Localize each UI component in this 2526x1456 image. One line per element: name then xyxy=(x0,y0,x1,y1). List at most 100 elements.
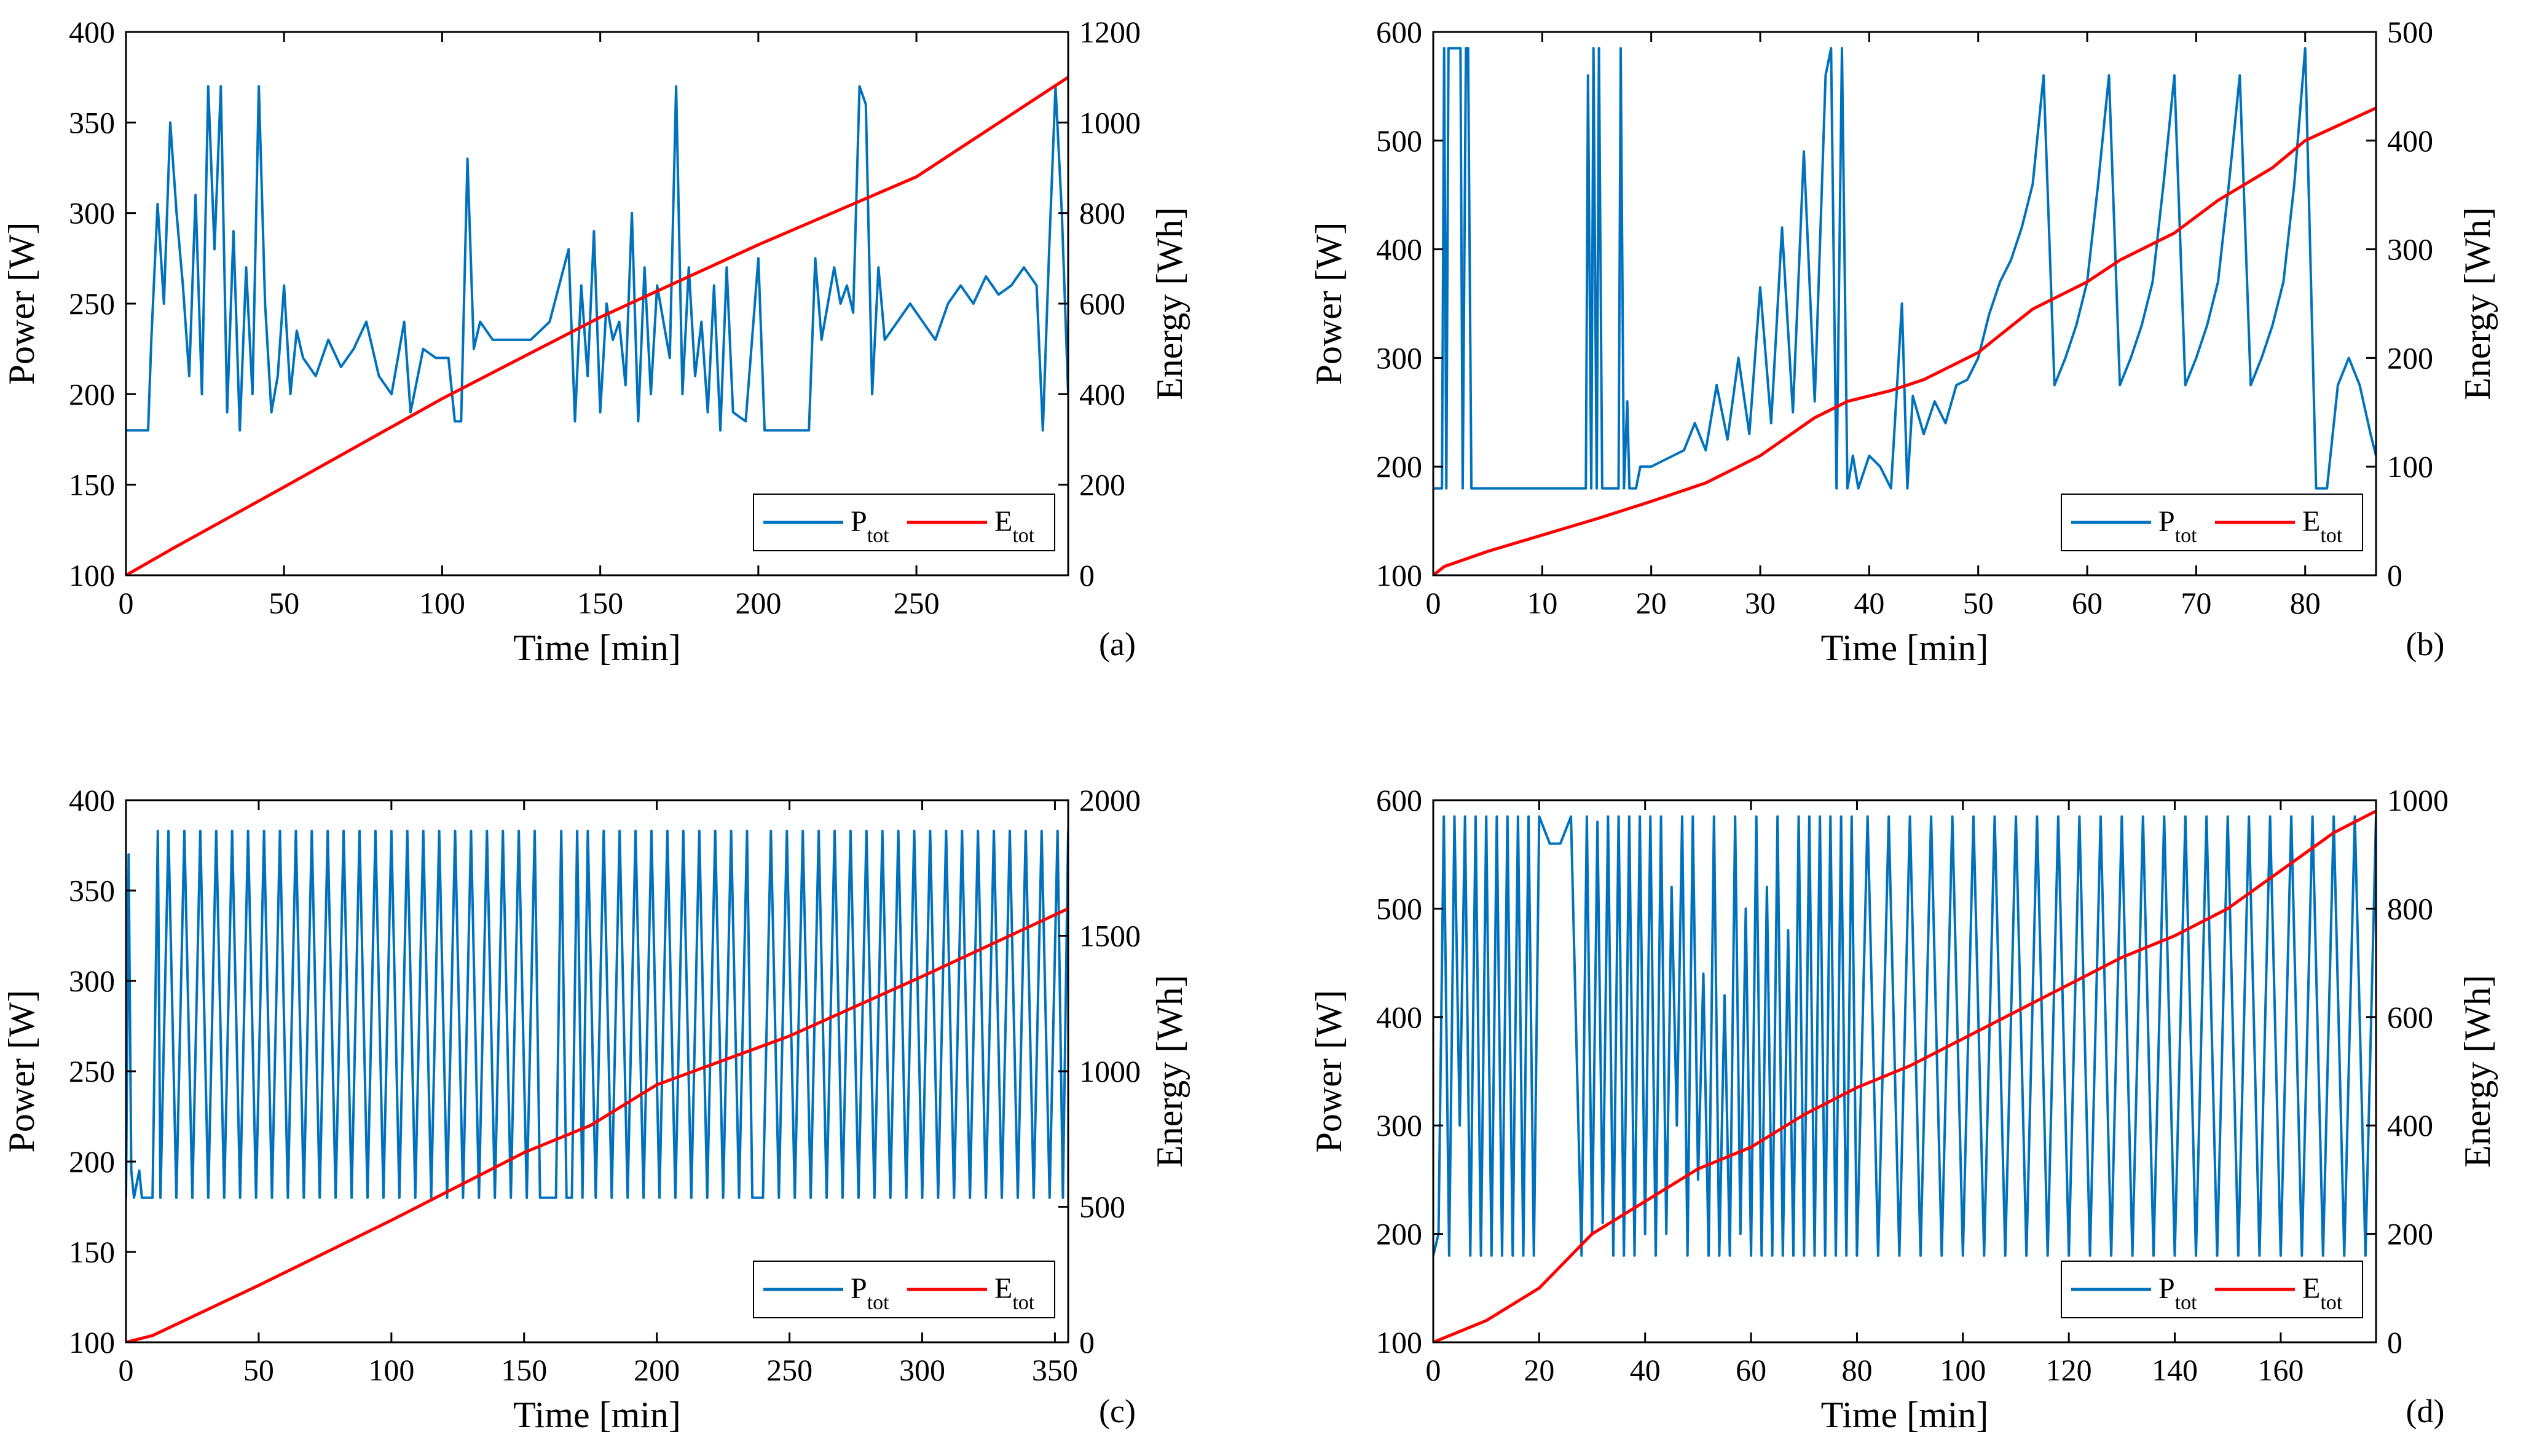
legend-energy-label: Etot xyxy=(2302,505,2343,547)
legend: Ptot Etot xyxy=(753,494,1055,551)
x-tick-label: 300 xyxy=(899,1353,945,1387)
y2-tick-label: 200 xyxy=(1079,468,1125,502)
power-series-line xyxy=(126,830,1068,1199)
y-tick-label: 500 xyxy=(1376,124,1422,158)
x-tick-label: 200 xyxy=(634,1353,680,1387)
y-tick-label: 100 xyxy=(69,558,115,592)
x-tick-label: 250 xyxy=(766,1353,812,1387)
y-tick-label: 300 xyxy=(69,196,115,230)
y-tick-label: 600 xyxy=(1376,783,1422,817)
y2-tick-label: 2000 xyxy=(1079,783,1141,817)
y2-tick-label: 100 xyxy=(2387,449,2433,484)
legend-power-label: Ptot xyxy=(851,1272,889,1314)
x-tick-label: 40 xyxy=(1630,1353,1661,1387)
x-tick-label: 150 xyxy=(501,1353,547,1387)
power-series-line xyxy=(1433,47,2376,490)
y2-tick-label: 600 xyxy=(1079,286,1125,321)
x-tick-label: 40 xyxy=(1854,586,1884,620)
y2-tick-label: 1000 xyxy=(2387,783,2449,817)
x-tick-label: 60 xyxy=(2072,586,2103,620)
y2-tick-label: 200 xyxy=(2387,1217,2433,1251)
x-tick-label: 80 xyxy=(2290,586,2321,620)
x-tick-label: 100 xyxy=(1940,1353,1986,1387)
panel-label: (a) xyxy=(1099,626,1136,663)
y2-tick-label: 0 xyxy=(1079,558,1095,592)
x-tick-label: 350 xyxy=(1032,1353,1078,1387)
legend-energy-label: Etot xyxy=(994,1272,1035,1314)
x-tick-label: 50 xyxy=(269,586,299,620)
legend: Ptot Etot xyxy=(753,1261,1055,1318)
y-tick-label: 250 xyxy=(69,286,115,321)
y-tick-label: 100 xyxy=(69,1325,115,1360)
legend-energy-label: Etot xyxy=(994,505,1035,547)
y-tick-label: 150 xyxy=(69,468,115,502)
y2-tick-label: 0 xyxy=(2387,1325,2402,1360)
power-series-line xyxy=(126,85,1068,432)
y-tick-label: 250 xyxy=(69,1054,115,1088)
y2-tick-label: 0 xyxy=(2387,558,2402,592)
x-tick-label: 0 xyxy=(119,586,134,620)
y2-tick-label: 1000 xyxy=(1079,1054,1141,1088)
y2-tick-label: 400 xyxy=(2387,1108,2433,1143)
chart-panel-b: 0 10 20 30 40 50 60 70 8010020030040050060001002… xyxy=(1308,15,2498,668)
y-tick-label: 150 xyxy=(69,1235,115,1269)
x-tick-label: 250 xyxy=(894,586,940,620)
energy-series-line xyxy=(126,76,1068,575)
legend-power-label: Ptot xyxy=(2158,1272,2197,1314)
y-tick-label: 350 xyxy=(69,105,115,140)
plot-area-frame xyxy=(1432,31,2377,576)
chart-panel-c: 0 50 100 150 200 250 300 350 100 150 200 250 300 350 4… xyxy=(1,783,1190,1435)
y-tick-label: 200 xyxy=(1376,449,1422,484)
x-tick-label: 20 xyxy=(1524,1353,1554,1387)
y-tick-label: 600 xyxy=(1376,15,1422,49)
x-tick-label: 50 xyxy=(243,1353,274,1387)
x-tick-label: 0 xyxy=(1426,1353,1441,1387)
y-axis-label: Power [W] xyxy=(1,990,42,1153)
y-axis-label: Power [W] xyxy=(1308,990,1349,1153)
x-tick-label: 0 xyxy=(1426,586,1441,620)
y-tick-label: 500 xyxy=(1376,891,1422,926)
chart-panel-d: 0 20 40 60 80 100 120 140 160 100 200 300 400 500 600 0… xyxy=(1308,783,2498,1435)
legend: Ptot Etot xyxy=(2061,494,2363,551)
y2-axis-label: Energy [Wh] xyxy=(1149,975,1190,1168)
chart-panel-a: 0 50 100 150 200 250 100 150 200 250 300 350 400 0 200… xyxy=(1,15,1190,668)
x-tick-label: 140 xyxy=(2152,1353,2198,1387)
y2-axis-label: Energy [Wh] xyxy=(1149,207,1190,400)
y2-axis-label: Energy [Wh] xyxy=(2457,975,2498,1168)
panel-label: (c) xyxy=(1099,1393,1136,1430)
y-tick-label: 300 xyxy=(1376,340,1422,375)
y-tick-label: 100 xyxy=(1376,558,1422,592)
x-tick-label: 80 xyxy=(1841,1353,1872,1387)
legend-power-label: Ptot xyxy=(851,505,889,547)
y-axis-label: Power [W] xyxy=(1,222,42,385)
x-tick-label: 20 xyxy=(1636,586,1667,620)
x-tick-label: 100 xyxy=(419,586,465,620)
y-tick-label: 200 xyxy=(69,1144,115,1179)
y2-tick-label: 500 xyxy=(1079,1190,1125,1224)
y2-tick-label: 500 xyxy=(2387,15,2433,49)
y2-tick-label: 1000 xyxy=(1079,105,1141,140)
legend-energy-label: Etot xyxy=(2302,1272,2343,1314)
x-axis-label: Time [min] xyxy=(513,628,681,668)
x-tick-label: 60 xyxy=(1736,1353,1766,1387)
y-tick-label: 300 xyxy=(1376,1108,1422,1143)
energy-series-line xyxy=(126,907,1068,1342)
power-series-line xyxy=(1433,815,2376,1257)
panel-label: (b) xyxy=(2406,626,2445,663)
y2-tick-label: 200 xyxy=(2387,340,2433,375)
legend: Ptot Etot xyxy=(2061,1261,2363,1318)
y-tick-label: 400 xyxy=(69,15,115,49)
x-tick-label: 160 xyxy=(2257,1353,2304,1387)
energy-series-line xyxy=(1433,106,2376,575)
y-axis-label: Power [W] xyxy=(1308,222,1349,385)
legend-power-label: Ptot xyxy=(2158,505,2197,547)
y-tick-label: 400 xyxy=(1376,232,1422,267)
x-tick-label: 10 xyxy=(1527,586,1557,620)
y-tick-label: 400 xyxy=(1376,1000,1422,1034)
plot-area-frame xyxy=(1432,799,2377,1344)
y2-tick-label: 300 xyxy=(2387,232,2433,267)
x-tick-label: 70 xyxy=(2181,586,2211,620)
x-tick-label: 120 xyxy=(2046,1353,2092,1387)
y-tick-label: 100 xyxy=(1376,1325,1422,1360)
